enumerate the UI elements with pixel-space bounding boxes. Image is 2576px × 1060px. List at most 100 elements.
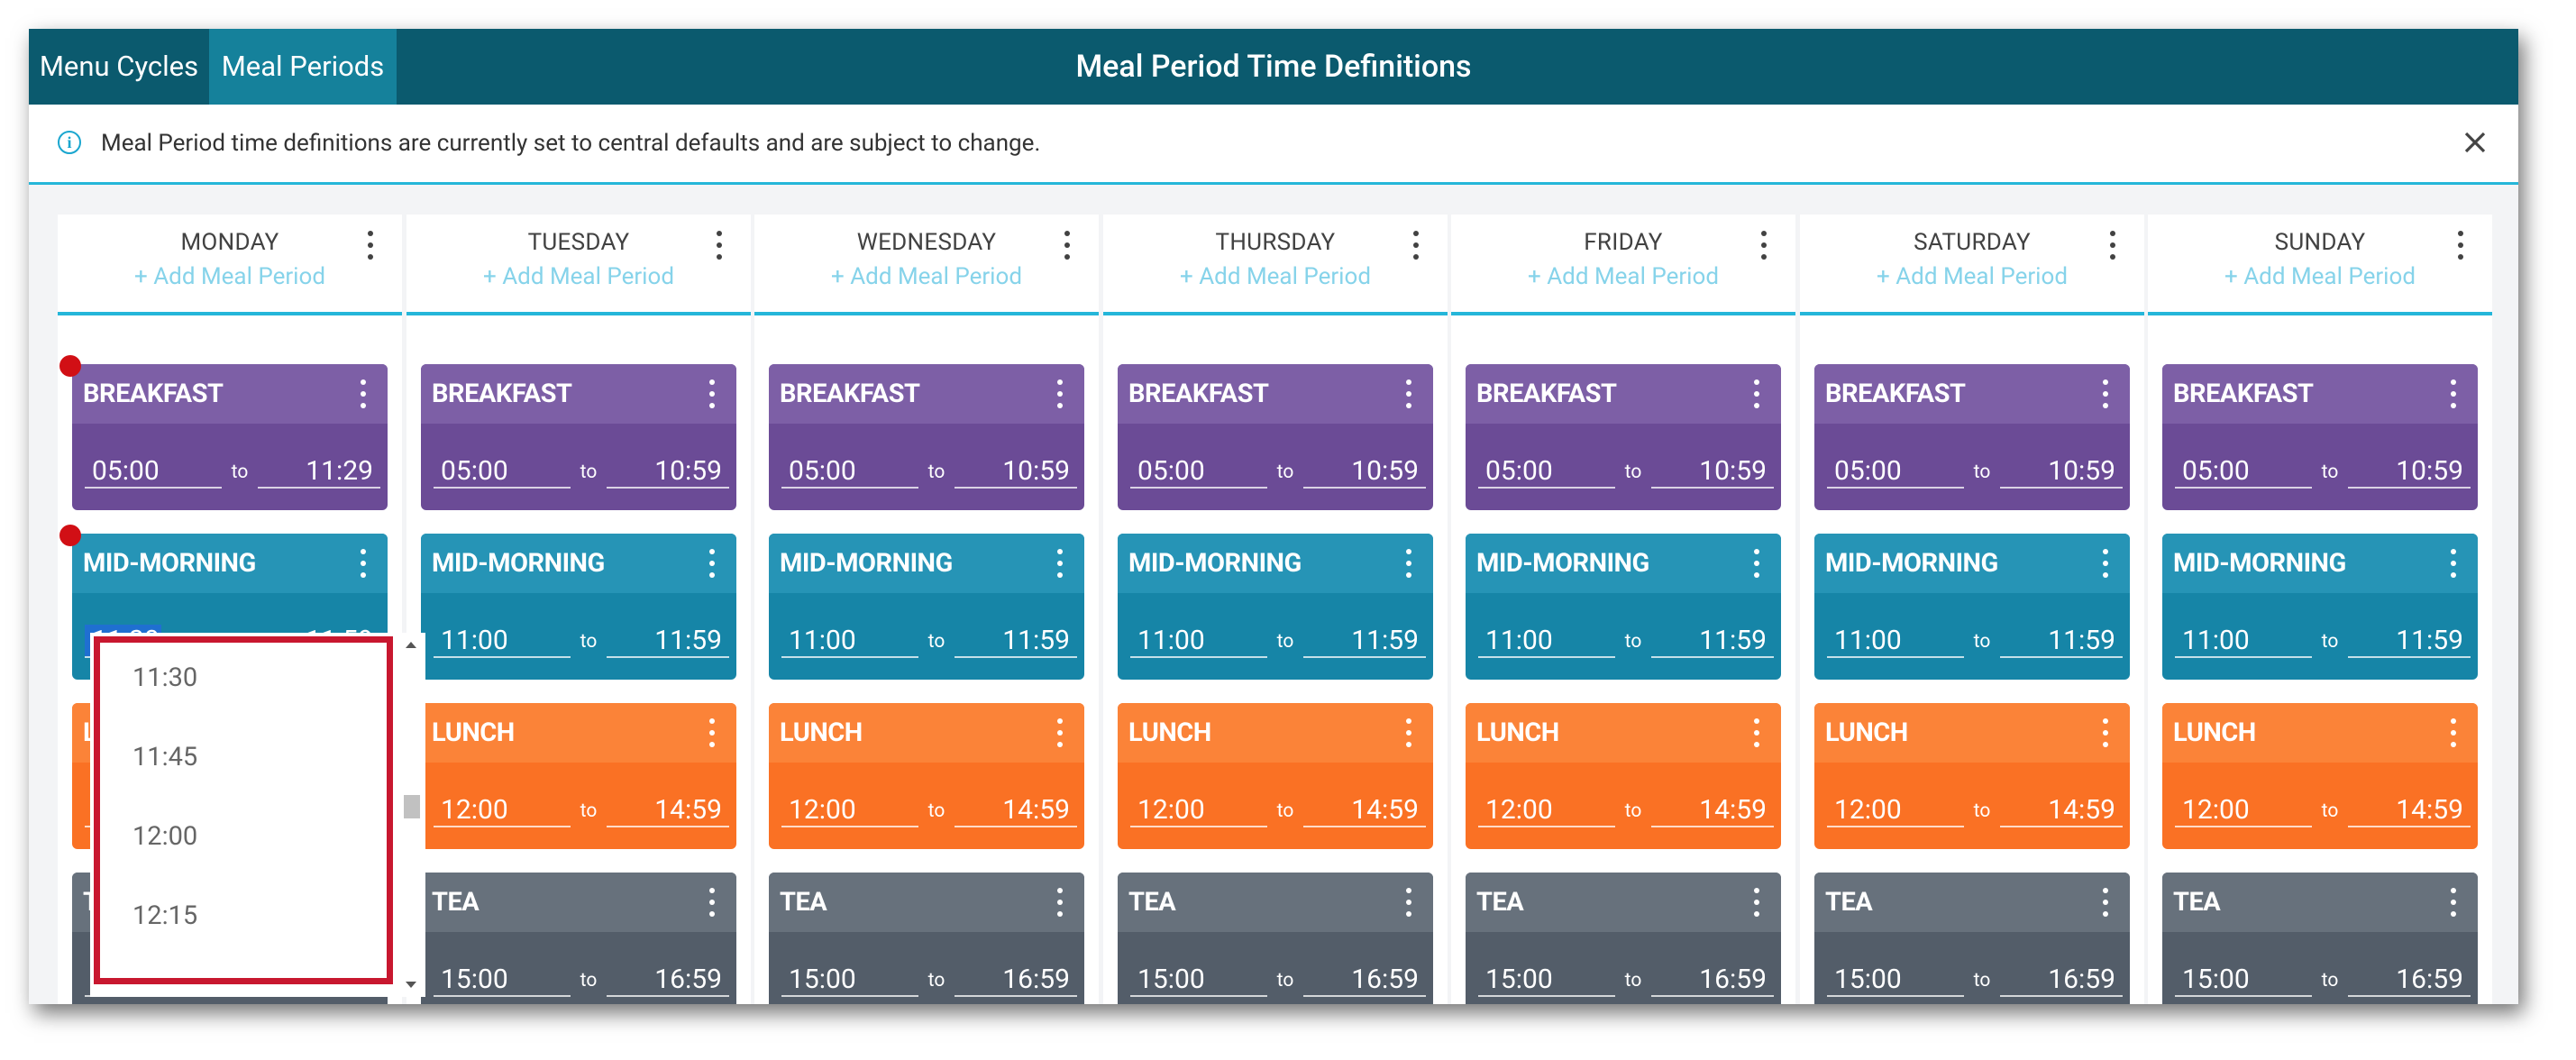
end-time-input[interactable]: 16:59: [1303, 964, 1426, 997]
end-time-input[interactable]: 14:59: [2348, 795, 2471, 827]
more-vert-icon[interactable]: [366, 231, 375, 260]
more-vert-icon[interactable]: [708, 888, 717, 917]
start-time-input[interactable]: 15:00: [434, 964, 571, 997]
more-vert-icon[interactable]: [359, 379, 368, 408]
more-vert-icon[interactable]: [715, 231, 724, 260]
end-time-input[interactable]: 16:59: [607, 964, 729, 997]
end-time-input[interactable]: 11:59: [2348, 626, 2471, 658]
end-time-input[interactable]: 14:59: [607, 795, 729, 827]
tab-meal-periods[interactable]: Meal Periods: [209, 29, 397, 105]
more-vert-icon[interactable]: [2449, 718, 2458, 747]
more-vert-icon[interactable]: [1063, 231, 1072, 260]
start-time-input[interactable]: 15:00: [781, 964, 918, 997]
start-time-input[interactable]: 12:00: [781, 795, 918, 827]
end-time-input[interactable]: 16:59: [2348, 964, 2471, 997]
end-time-input[interactable]: 16:59: [955, 964, 1077, 997]
more-vert-icon[interactable]: [1752, 549, 1761, 578]
time-option[interactable]: 11:30: [132, 662, 198, 693]
more-vert-icon[interactable]: [1055, 549, 1064, 578]
more-vert-icon[interactable]: [1055, 718, 1064, 747]
add-meal-period-link[interactable]: + Add Meal Period: [2224, 263, 2416, 290]
add-meal-period-link[interactable]: + Add Meal Period: [1877, 263, 2068, 290]
more-vert-icon[interactable]: [1752, 718, 1761, 747]
start-time-input[interactable]: 12:00: [1827, 795, 1964, 827]
more-vert-icon[interactable]: [2449, 549, 2458, 578]
more-vert-icon[interactable]: [1752, 888, 1761, 917]
more-vert-icon[interactable]: [2456, 231, 2465, 260]
more-vert-icon[interactable]: [2101, 888, 2110, 917]
add-meal-period-link[interactable]: + Add Meal Period: [134, 263, 325, 290]
more-vert-icon[interactable]: [708, 549, 717, 578]
end-time-input[interactable]: 14:59: [1303, 795, 1426, 827]
scroll-up-icon[interactable]: [406, 642, 416, 648]
more-vert-icon[interactable]: [708, 379, 717, 408]
end-time-input[interactable]: 10:59: [1651, 456, 1774, 489]
more-vert-icon[interactable]: [1055, 888, 1064, 917]
more-vert-icon[interactable]: [1752, 379, 1761, 408]
more-vert-icon[interactable]: [2101, 549, 2110, 578]
start-time-input[interactable]: 05:00: [85, 456, 222, 489]
end-time-input[interactable]: 11:59: [607, 626, 729, 658]
end-time-input[interactable]: 11:59: [1303, 626, 1426, 658]
start-time-input[interactable]: 11:00: [781, 626, 918, 658]
more-vert-icon[interactable]: [2449, 888, 2458, 917]
start-time-input[interactable]: 05:00: [1130, 456, 1267, 489]
start-time-input[interactable]: 11:00: [1478, 626, 1615, 658]
start-time-input[interactable]: 05:00: [1827, 456, 1964, 489]
more-vert-icon[interactable]: [2108, 231, 2117, 260]
start-time-input[interactable]: 11:00: [1130, 626, 1267, 658]
more-vert-icon[interactable]: [1404, 718, 1413, 747]
start-time-input[interactable]: 12:00: [2175, 795, 2312, 827]
add-meal-period-link[interactable]: + Add Meal Period: [1528, 263, 1719, 290]
time-option[interactable]: 11:45: [132, 742, 198, 772]
end-time-input[interactable]: 14:59: [955, 795, 1077, 827]
end-time-input[interactable]: 16:59: [2000, 964, 2123, 997]
time-option[interactable]: 12:15: [132, 900, 198, 931]
end-time-input[interactable]: 14:59: [2000, 795, 2123, 827]
start-time-input[interactable]: 12:00: [1478, 795, 1615, 827]
start-time-input[interactable]: 11:00: [1827, 626, 1964, 658]
tab-menu-cycles[interactable]: Menu Cycles: [39, 50, 199, 83]
end-time-input[interactable]: 10:59: [955, 456, 1077, 489]
close-icon[interactable]: [2457, 124, 2493, 160]
start-time-input[interactable]: 15:00: [1130, 964, 1267, 997]
start-time-input[interactable]: 05:00: [2175, 456, 2312, 489]
start-time-input[interactable]: 15:00: [2175, 964, 2312, 997]
more-vert-icon[interactable]: [1404, 379, 1413, 408]
start-time-input[interactable]: 11:00: [2175, 626, 2312, 658]
add-meal-period-link[interactable]: + Add Meal Period: [483, 263, 674, 290]
more-vert-icon[interactable]: [1759, 231, 1768, 260]
time-dropdown[interactable]: 11:30 11:45 12:00 12:15: [90, 633, 425, 997]
end-time-input[interactable]: 10:59: [607, 456, 729, 489]
more-vert-icon[interactable]: [1404, 888, 1413, 917]
scrollbar-thumb[interactable]: [404, 795, 420, 818]
start-time-input[interactable]: 12:00: [1130, 795, 1267, 827]
dropdown-scrollbar[interactable]: [402, 633, 422, 997]
end-time-input[interactable]: 14:59: [1651, 795, 1774, 827]
more-vert-icon[interactable]: [2101, 718, 2110, 747]
end-time-input[interactable]: 10:59: [2348, 456, 2471, 489]
start-time-input[interactable]: 15:00: [1827, 964, 1964, 997]
end-time-input[interactable]: 11:59: [1651, 626, 1774, 658]
start-time-input[interactable]: 12:00: [434, 795, 571, 827]
start-time-input[interactable]: 05:00: [1478, 456, 1615, 489]
start-time-input[interactable]: 15:00: [1478, 964, 1615, 997]
add-meal-period-link[interactable]: + Add Meal Period: [831, 263, 1022, 290]
start-time-input[interactable]: 11:00: [434, 626, 571, 658]
time-option[interactable]: 12:00: [132, 821, 198, 852]
end-time-input[interactable]: 10:59: [2000, 456, 2123, 489]
start-time-input[interactable]: 05:00: [434, 456, 571, 489]
more-vert-icon[interactable]: [1404, 549, 1413, 578]
add-meal-period-link[interactable]: + Add Meal Period: [1180, 263, 1371, 290]
more-vert-icon[interactable]: [1411, 231, 1420, 260]
start-time-input[interactable]: 05:00: [781, 456, 918, 489]
end-time-input[interactable]: 11:59: [955, 626, 1077, 658]
end-time-input[interactable]: 11:29: [258, 456, 380, 489]
more-vert-icon[interactable]: [2101, 379, 2110, 408]
scroll-down-icon[interactable]: [406, 982, 416, 988]
more-vert-icon[interactable]: [359, 549, 368, 578]
end-time-input[interactable]: 10:59: [1303, 456, 1426, 489]
end-time-input[interactable]: 11:59: [2000, 626, 2123, 658]
end-time-input[interactable]: 16:59: [1651, 964, 1774, 997]
more-vert-icon[interactable]: [1055, 379, 1064, 408]
